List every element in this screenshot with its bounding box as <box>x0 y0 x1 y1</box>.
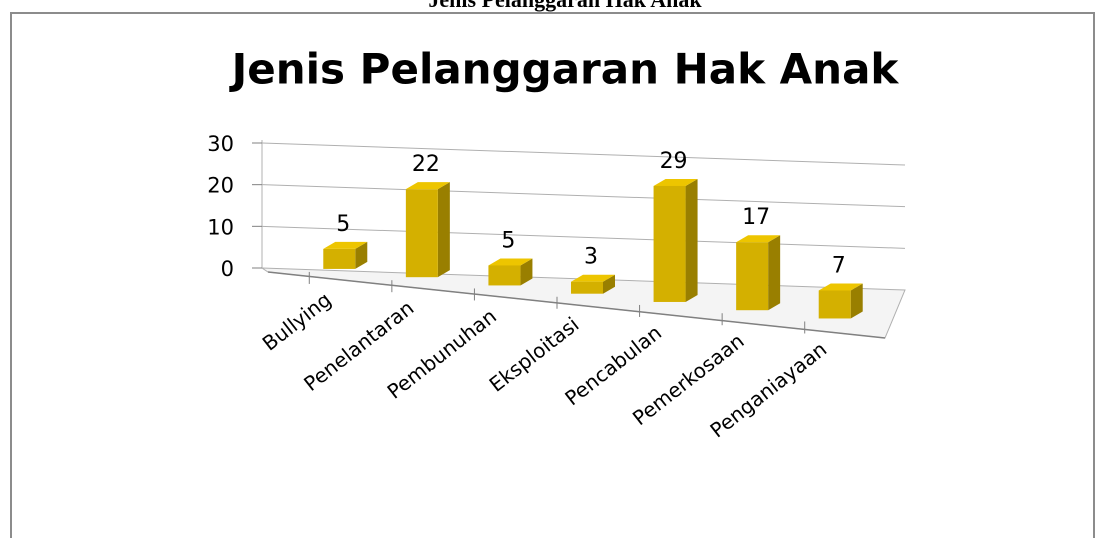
page-heading: Jenis Pelanggaran Hak Anak <box>428 0 702 12</box>
bar <box>405 189 438 278</box>
grid-line <box>261 184 906 208</box>
bar-side <box>768 235 781 311</box>
bar-side <box>520 258 533 286</box>
value-label: 3 <box>584 245 598 270</box>
value-label: 5 <box>336 212 350 237</box>
bar-top <box>488 258 533 266</box>
bar-top <box>323 241 368 249</box>
x-tick-label: Bullying <box>258 287 336 355</box>
value-label: 17 <box>742 205 770 230</box>
bar-side <box>355 241 368 269</box>
y-tick-label: 30 <box>207 132 234 156</box>
bar <box>488 265 521 286</box>
bar-top <box>818 283 863 291</box>
chart-title: Jenis Pelanggaran Hak Anak <box>229 45 900 94</box>
value-label: 5 <box>501 228 515 253</box>
bar-side <box>685 178 698 302</box>
y-tick-label: 0 <box>221 257 234 281</box>
bar <box>818 290 851 319</box>
bar-side <box>437 182 450 278</box>
x-axis <box>267 271 886 339</box>
value-label: 22 <box>412 152 440 177</box>
bar-top <box>571 274 615 282</box>
value-label: 7 <box>832 253 846 278</box>
value-label: 29 <box>660 149 688 174</box>
bar-side <box>603 274 615 294</box>
bar <box>653 185 686 302</box>
grid-line <box>261 225 906 249</box>
y-tick-label: 20 <box>207 174 234 198</box>
bar-side <box>850 283 863 319</box>
bar <box>323 248 356 269</box>
bar <box>736 242 769 311</box>
bar-top <box>736 235 781 243</box>
chart-frame <box>10 12 1095 538</box>
y-tick-label: 10 <box>207 215 234 239</box>
bar <box>571 281 603 294</box>
grid-line <box>261 142 906 166</box>
bar-top <box>653 178 698 186</box>
bar-top <box>405 182 450 190</box>
